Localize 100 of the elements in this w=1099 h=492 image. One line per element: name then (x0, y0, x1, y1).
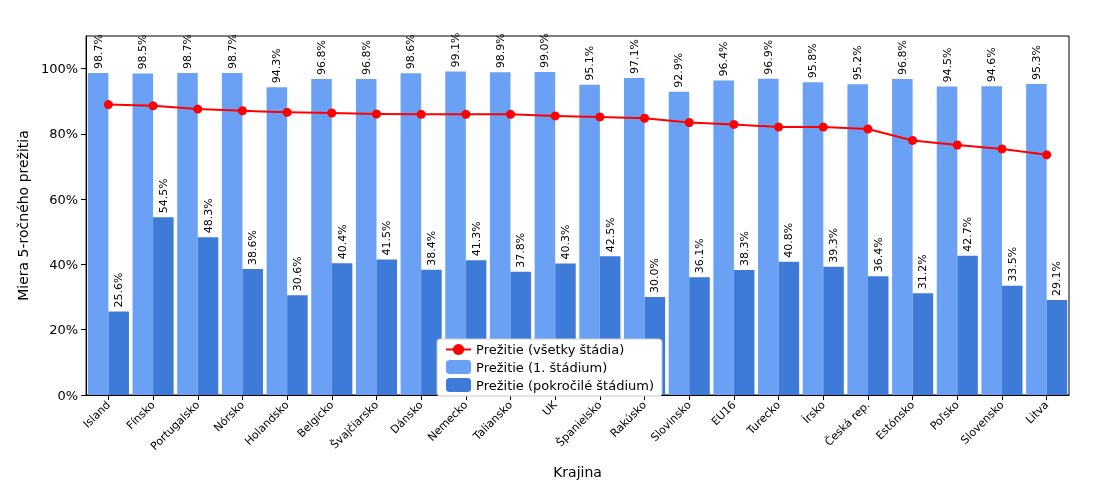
bar (1001, 285, 1023, 395)
bar (936, 86, 958, 395)
point (371, 109, 381, 119)
point (327, 108, 337, 118)
bar (1046, 300, 1068, 395)
data-label: 29.1% (1050, 261, 1064, 297)
bar (177, 72, 198, 395)
bar (957, 255, 978, 395)
data-label: 25.6% (112, 272, 126, 308)
data-label: 98.7% (180, 33, 194, 69)
y-axis-title: Miera 5-ročného prežitia (15, 130, 31, 301)
data-label: 95.3% (1029, 45, 1043, 80)
data-label: 97.1% (627, 39, 641, 75)
data-label: 31.2% (916, 254, 930, 290)
y-tick-label: 100% (40, 61, 79, 77)
bar (802, 82, 824, 395)
bar (847, 84, 868, 395)
bar (689, 277, 710, 395)
point (908, 135, 918, 145)
bar (867, 276, 889, 395)
point (103, 100, 113, 110)
bar (1026, 83, 1047, 395)
point (506, 109, 516, 119)
point (282, 107, 292, 117)
bar (733, 270, 755, 395)
data-label: 99.0% (538, 32, 552, 68)
data-label: 96.8% (359, 40, 373, 76)
y-tick-label: 40% (49, 256, 79, 272)
y-tick-label: 80% (49, 126, 79, 142)
data-label: 94.6% (985, 47, 999, 83)
legend-label: Prežitie (všetky štádia) (476, 342, 625, 357)
legend-label: Prežitie (1. štádium) (476, 359, 608, 375)
bar (355, 79, 377, 395)
data-label: 42.5% (603, 217, 617, 253)
bar (823, 266, 844, 395)
bar (132, 73, 154, 395)
data-label: 98.5% (136, 34, 150, 70)
data-label: 42.7% (961, 216, 975, 252)
bar (892, 79, 913, 395)
bar (153, 217, 174, 395)
data-label: 96.4% (717, 41, 731, 77)
bar (376, 259, 398, 395)
bar (266, 87, 288, 395)
data-label: 99.1% (449, 32, 463, 68)
data-label: 95.8% (806, 43, 820, 79)
data-label: 36.4% (871, 237, 885, 273)
bar (758, 78, 779, 395)
bar (311, 79, 332, 395)
point (1042, 150, 1052, 160)
x-axis-title: Krajina (553, 464, 602, 480)
bar (778, 261, 800, 395)
data-label: 98.7% (225, 33, 239, 69)
point (818, 122, 828, 132)
legend-label: Prežitie (pokročilé štádium) (476, 377, 654, 393)
point (997, 144, 1007, 154)
data-label: 48.3% (201, 198, 215, 234)
bar (221, 72, 243, 395)
data-label: 36.1% (693, 238, 707, 274)
bar (713, 80, 734, 395)
point (550, 111, 560, 121)
data-label: 38.3% (737, 231, 751, 266)
bar (668, 91, 690, 395)
point (640, 113, 650, 123)
data-label: 96.8% (315, 40, 329, 76)
point (595, 112, 605, 122)
bar (331, 263, 353, 395)
data-label: 37.8% (514, 232, 528, 268)
point (774, 122, 784, 132)
data-label: 41.5% (380, 220, 394, 256)
point (461, 109, 471, 119)
data-label: 40.4% (335, 224, 349, 260)
data-label: 33.5% (1005, 246, 1019, 282)
data-label: 98.7% (91, 33, 105, 69)
data-label: 30.6% (290, 256, 304, 292)
data-label: 38.6% (246, 230, 260, 266)
bar (242, 269, 263, 395)
point (684, 117, 694, 127)
data-label: 95.2% (851, 45, 865, 81)
data-label: 98.6% (404, 34, 418, 70)
bar (197, 237, 219, 395)
data-label: 30.0% (648, 258, 662, 294)
data-label: 40.3% (558, 224, 572, 260)
point (952, 140, 962, 150)
point (193, 104, 203, 114)
data-label: 94.5% (940, 47, 954, 83)
bar (981, 86, 1002, 395)
data-label: 96.9% (761, 39, 775, 75)
bar (400, 73, 422, 395)
data-label: 38.4% (424, 230, 438, 266)
bar (108, 311, 129, 395)
data-label: 98.9% (493, 33, 507, 69)
data-label: 92.9% (672, 52, 686, 88)
data-label: 95.1% (583, 45, 597, 81)
point (416, 109, 426, 119)
y-tick-label: 0% (57, 387, 79, 403)
data-label: 41.3% (469, 221, 483, 257)
point (148, 101, 158, 111)
data-label: 40.8% (782, 222, 796, 258)
y-tick-label: 20% (49, 322, 79, 338)
y-tick-label: 60% (49, 191, 79, 207)
